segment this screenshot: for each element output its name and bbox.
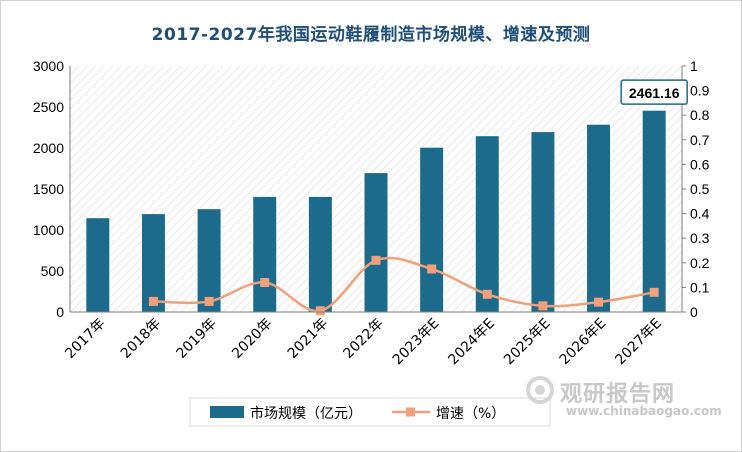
right-tick-label: 0.9 bbox=[690, 83, 710, 99]
growth-line bbox=[153, 256, 655, 313]
x-tick-label: 2017年 bbox=[62, 316, 108, 362]
annotation-label: 2461.16 bbox=[629, 85, 680, 101]
bar bbox=[419, 146, 445, 313]
legend-label-bars: 市场规模（亿元） bbox=[250, 405, 362, 422]
right-tick-label: 0.8 bbox=[690, 107, 710, 123]
x-tick-label: 2022年 bbox=[340, 316, 386, 362]
x-tick-label: 2023年E bbox=[390, 316, 443, 369]
bar bbox=[641, 109, 667, 313]
growth-point bbox=[371, 255, 381, 265]
x-tick-label: 2021年 bbox=[285, 316, 331, 362]
x-tick-label: 2026年E bbox=[557, 316, 610, 369]
left-tick-label: 1500 bbox=[33, 181, 64, 197]
legend-label-line: 增速（%） bbox=[436, 406, 505, 422]
growth-point bbox=[649, 287, 659, 297]
x-tick-label: 2025年E bbox=[501, 316, 554, 369]
growth-point bbox=[315, 306, 325, 316]
legend-box bbox=[189, 397, 551, 427]
bar bbox=[252, 195, 278, 313]
right-tick-label: 0 bbox=[690, 304, 698, 320]
left-tick-label: 500 bbox=[41, 263, 65, 279]
right-tick-label: 0.1 bbox=[690, 279, 710, 295]
growth-point bbox=[594, 297, 604, 307]
legend-swatch-bars bbox=[210, 406, 244, 418]
bar bbox=[474, 135, 500, 313]
bar bbox=[85, 217, 111, 313]
left-tick-label: 0 bbox=[56, 304, 64, 320]
right-tick-label: 0.2 bbox=[690, 255, 710, 271]
annotation-box bbox=[620, 79, 688, 105]
left-tick-label: 2500 bbox=[33, 99, 64, 115]
left-tick-label: 3000 bbox=[33, 58, 64, 74]
watermark-url: www.chinabaogao.com bbox=[566, 404, 722, 418]
growth-point bbox=[260, 277, 270, 287]
x-tick-label: 2019年 bbox=[174, 316, 220, 362]
right-tick-label: 1 bbox=[690, 58, 698, 74]
growth-point bbox=[427, 264, 437, 274]
x-tick-label: 2027年E bbox=[612, 316, 665, 369]
growth-point bbox=[538, 301, 548, 311]
bar bbox=[586, 123, 612, 313]
bar bbox=[307, 195, 333, 313]
growth-point bbox=[148, 296, 158, 306]
right-tick-label: 0.4 bbox=[690, 206, 710, 222]
chart-title: 2017-2027年我国运动鞋履制造市场规模、增速及预测 bbox=[151, 25, 591, 45]
x-tick-label: 2020年 bbox=[229, 316, 275, 362]
bar bbox=[363, 172, 389, 313]
growth-point bbox=[204, 296, 214, 306]
right-tick-label: 0.6 bbox=[690, 156, 710, 172]
right-tick-label: 0.5 bbox=[690, 181, 710, 197]
watermark-text: 观研报告网 bbox=[560, 382, 676, 407]
legend-marker-line bbox=[406, 407, 415, 417]
right-tick-label: 0.7 bbox=[690, 132, 710, 148]
growth-point bbox=[482, 289, 492, 299]
bar bbox=[196, 208, 222, 313]
watermark-logo-icon bbox=[526, 376, 554, 404]
x-tick-label: 2018年 bbox=[118, 316, 164, 362]
left-tick-label: 2000 bbox=[33, 140, 64, 156]
x-tick-label: 2024年E bbox=[445, 316, 498, 369]
left-tick-label: 1000 bbox=[33, 222, 64, 238]
bar bbox=[140, 213, 166, 313]
right-tick-label: 0.3 bbox=[690, 230, 710, 246]
bar bbox=[530, 131, 556, 313]
